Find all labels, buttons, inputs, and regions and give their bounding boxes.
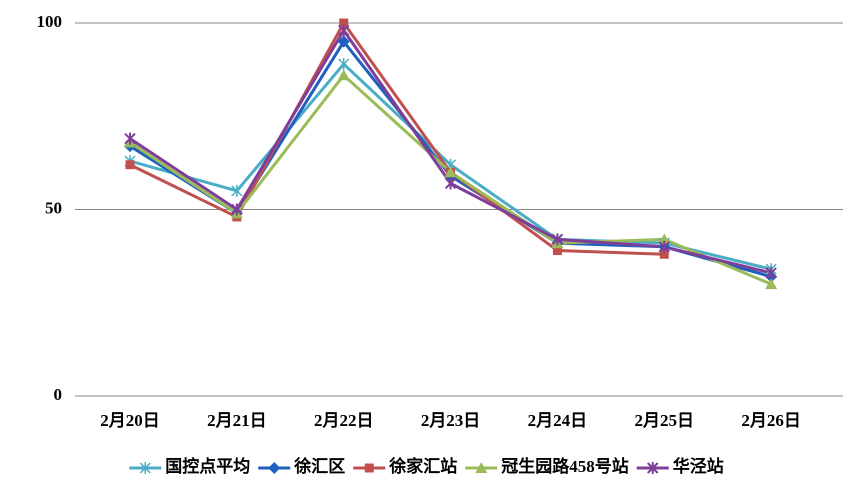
legend-label: 冠生园路458号站	[501, 456, 629, 476]
x-tick-label: 2月25日	[635, 411, 695, 430]
y-tick-label: 50	[45, 198, 62, 217]
data-point	[338, 58, 350, 71]
x-tick-label: 2月26日	[741, 411, 801, 430]
y-tick-label: 100	[37, 12, 63, 31]
series-line	[129, 21, 665, 256]
data-point	[337, 35, 350, 48]
data-point	[338, 24, 350, 37]
legend-label: 徐汇区	[293, 456, 345, 476]
legend-marker	[364, 463, 374, 473]
data-point	[444, 177, 457, 190]
data-point	[765, 278, 778, 290]
data-point	[339, 18, 349, 28]
legend-label: 国控点平均	[165, 456, 250, 476]
legend-label: 华泾站	[673, 456, 724, 476]
data-point	[658, 233, 671, 245]
legend-marker	[475, 462, 488, 473]
series-line	[129, 28, 772, 275]
data-point	[337, 69, 350, 81]
y-tick-label: 0	[54, 385, 63, 404]
data-point	[659, 249, 669, 259]
data-point	[231, 184, 243, 197]
data-point	[765, 266, 777, 279]
data-point	[124, 132, 136, 145]
data-point	[125, 160, 135, 170]
x-tick-label: 2月23日	[421, 411, 481, 430]
legend-marker	[268, 462, 281, 474]
data-point	[231, 203, 243, 216]
legend-marker	[139, 462, 151, 474]
data-point	[551, 233, 564, 246]
x-tick-label: 2月21日	[207, 411, 267, 430]
legend-marker	[647, 462, 659, 474]
x-tick-label: 2月24日	[528, 411, 588, 430]
data-point	[658, 240, 670, 253]
x-tick-label: 2月22日	[314, 411, 374, 430]
x-tick-label: 2月20日	[100, 411, 160, 430]
legend: 国控点平均 徐汇区 徐家汇站 冠生园路458号站 华泾站	[129, 456, 724, 476]
legend-label: 徐家汇站	[388, 456, 457, 476]
data-point	[444, 166, 457, 178]
data-point	[552, 246, 562, 256]
